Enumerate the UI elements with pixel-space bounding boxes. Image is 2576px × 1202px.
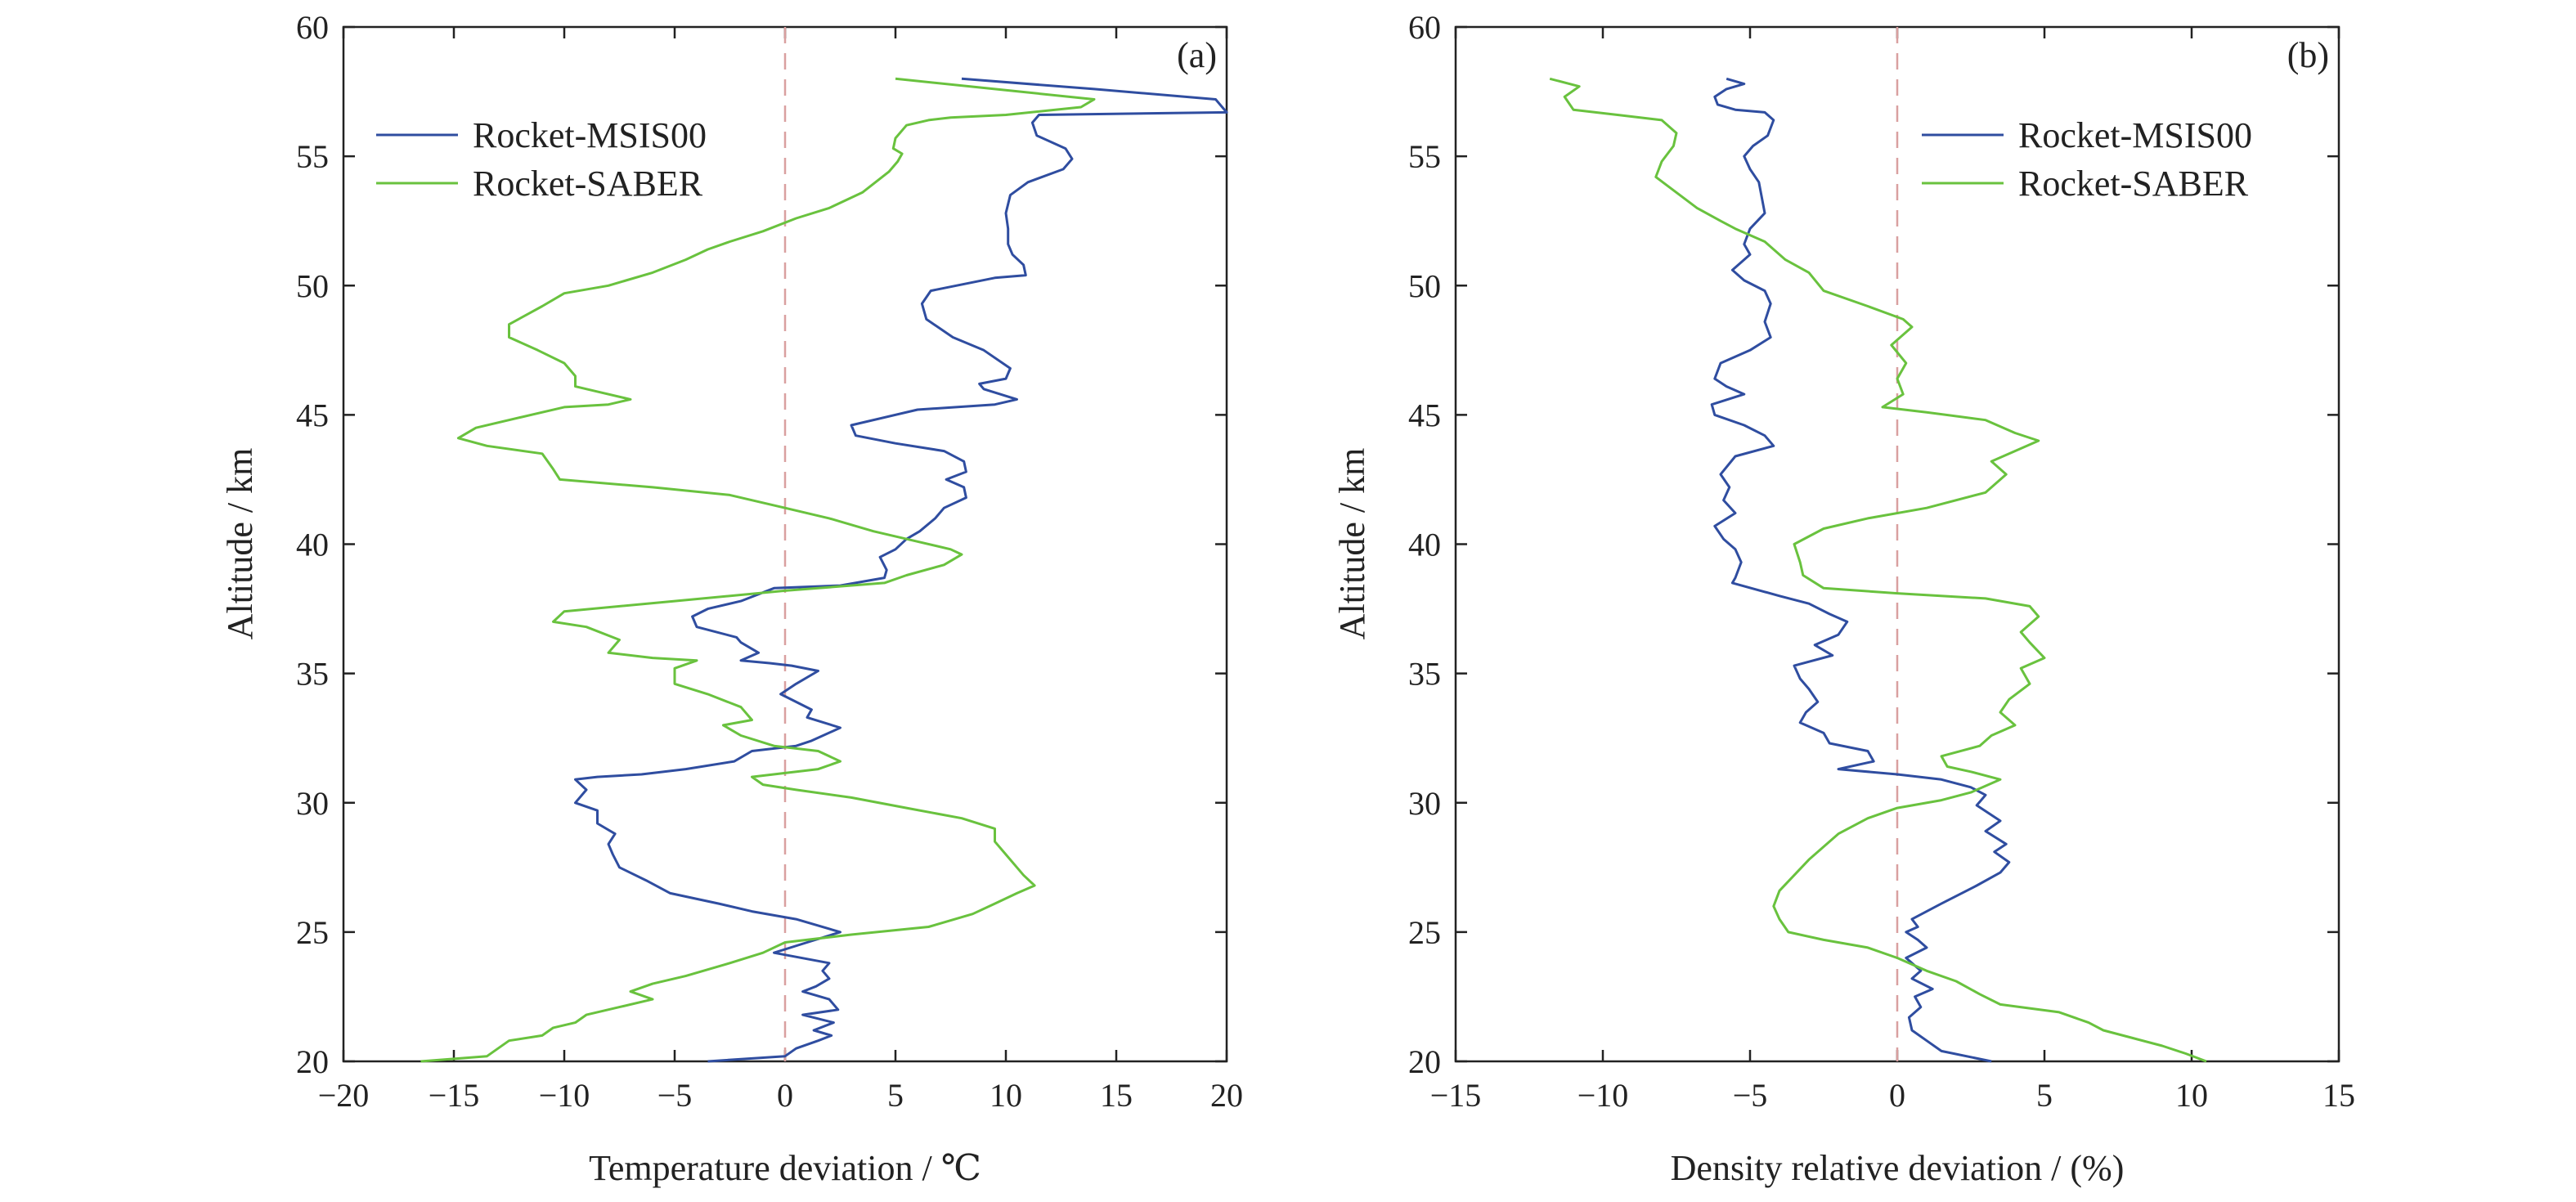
panel-b-x-tick-label: 0 xyxy=(1889,1077,1905,1114)
panel-b-label: (b) xyxy=(2287,35,2329,75)
panel-a-y-tick-label: 20 xyxy=(296,1043,329,1080)
panel-b-y-axis-label: Altitude / km xyxy=(1332,448,1372,640)
panel-b-legend-label-msis: Rocket-MSIS00 xyxy=(2018,115,2252,155)
panel-b-legend: Rocket-MSIS00 Rocket-SABER xyxy=(1922,115,2252,204)
panel-a-y-tick-label: 40 xyxy=(296,527,329,563)
panel-a-y-axis-label: Altitude / km xyxy=(220,448,260,640)
panel-b-x-tick-label: 10 xyxy=(2175,1077,2208,1114)
panel-a-x-tick-label: −5 xyxy=(657,1077,693,1114)
panel-a-y-tick-label: 35 xyxy=(296,656,329,693)
panel-b-y-tick-label: 50 xyxy=(1408,267,1441,304)
panel-a-y-tick-label: 25 xyxy=(296,914,329,951)
panel-a-legend: Rocket-MSIS00 Rocket-SABER xyxy=(376,115,707,204)
panel-b-y-tick-label: 35 xyxy=(1408,656,1441,693)
panel-a-series-line-saber xyxy=(420,77,1096,1063)
panel-b-y-tick-label: 40 xyxy=(1408,527,1441,563)
panel-a-y-tick-label: 30 xyxy=(296,785,329,822)
panel-b-x-tick-label: 5 xyxy=(2036,1077,2053,1114)
panel-a-x-tick-label: −20 xyxy=(318,1077,370,1114)
panel-a-y-tick-label: 50 xyxy=(296,267,329,304)
panel-b-x-axis-label: Density relative deviation / (%) xyxy=(1671,1148,2125,1188)
panel-b-series-line-msis xyxy=(1710,77,2011,1063)
panel-b-y-tick-label: 55 xyxy=(1408,138,1441,175)
panel-b-y-tick-label: 25 xyxy=(1408,914,1441,951)
panel-b-x-tick-label: −5 xyxy=(1733,1077,1768,1114)
panel-a-legend-label-saber: Rocket-SABER xyxy=(473,164,703,204)
panel-b-series xyxy=(1549,77,2207,1063)
panel-b-legend-label-saber: Rocket-SABER xyxy=(2018,164,2249,204)
panel-a-legend-label-msis: Rocket-MSIS00 xyxy=(473,115,707,155)
panel-a-x-tick-label: 20 xyxy=(1210,1077,1243,1114)
panel-a-y-tick-label: 45 xyxy=(296,397,329,433)
panel-a-x-axis-label: Temperature deviation / ℃ xyxy=(589,1148,981,1188)
panel-a-label: (a) xyxy=(1177,35,1217,75)
panel-b-y-tick-label: 20 xyxy=(1408,1043,1441,1080)
panel-b-x-tick-label: 15 xyxy=(2322,1077,2355,1114)
panel-b-y-tick-label: 60 xyxy=(1408,9,1441,46)
panel-a-x-tick-label: −15 xyxy=(429,1077,480,1114)
panel-b-series-line-saber xyxy=(1549,77,2207,1063)
panel-a-y-tick-label: 55 xyxy=(296,138,329,175)
panel-a-x-tick-label: 0 xyxy=(777,1077,793,1114)
panel-a-x-tick-label: −10 xyxy=(539,1077,590,1114)
panel-b-x-ticks: −15 −10 −5 0 5 10 15 xyxy=(1430,27,2355,1114)
panel-b-x-tick-label: −10 xyxy=(1577,1077,1629,1114)
panel-a-x-tick-label: 15 xyxy=(1100,1077,1133,1114)
panel-b-y-ticks: 20 25 30 35 40 45 50 55 60 xyxy=(1408,9,2339,1080)
panel-a-series xyxy=(420,77,1228,1063)
panel-b-density-deviation: −15 −10 −5 0 5 10 15 20 25 30 35 40 45 50 55 60 (b) Ro… xyxy=(1332,9,2355,1188)
panel-a-series-line-msis xyxy=(574,77,1228,1063)
panel-b-y-tick-label: 45 xyxy=(1408,397,1441,433)
panel-a-x-tick-label: 5 xyxy=(887,1077,904,1114)
panel-a-y-ticks: 20 25 30 35 40 45 50 55 60 xyxy=(296,9,1227,1080)
panel-a-x-tick-label: 10 xyxy=(990,1077,1022,1114)
panel-b-y-tick-label: 30 xyxy=(1408,785,1441,822)
panel-a-y-tick-label: 60 xyxy=(296,9,329,46)
panel-b-x-tick-label: −15 xyxy=(1430,1077,1482,1114)
panel-a-temperature-deviation: −20 −15 −10 −5 0 5 10 15 20 20 25 30 35 40 45 50 55 60 (… xyxy=(220,9,1243,1188)
